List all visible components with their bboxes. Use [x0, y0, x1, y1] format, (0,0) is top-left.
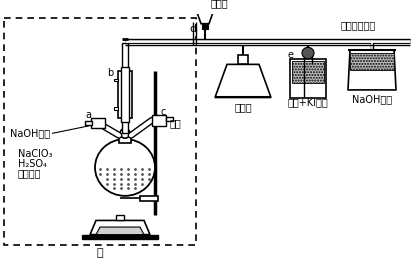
Polygon shape	[90, 220, 150, 235]
Polygon shape	[192, 0, 218, 24]
Text: b: b	[107, 68, 113, 78]
Circle shape	[302, 47, 314, 59]
Bar	[166, 117, 173, 121]
Bar	[121, 67, 129, 122]
Text: 甲醇: 甲醇	[170, 118, 182, 128]
Bar	[119, 135, 131, 143]
Circle shape	[120, 129, 130, 138]
Polygon shape	[152, 114, 166, 126]
Text: NaClO₃: NaClO₃	[18, 149, 52, 159]
Bar	[238, 55, 248, 64]
Bar	[122, 117, 128, 133]
Bar	[85, 121, 92, 125]
Bar	[290, 59, 326, 98]
Text: c: c	[160, 107, 166, 117]
Bar	[350, 53, 394, 70]
Text: NaOH溶液: NaOH溶液	[352, 94, 392, 104]
Bar	[114, 107, 118, 110]
Bar	[122, 43, 128, 69]
Bar	[118, 71, 132, 118]
Bar	[118, 218, 122, 235]
Text: 甲: 甲	[97, 247, 103, 257]
Polygon shape	[91, 118, 105, 128]
Circle shape	[95, 139, 155, 196]
Bar	[114, 79, 118, 81]
Bar	[140, 196, 158, 201]
Polygon shape	[96, 227, 144, 235]
Text: e: e	[288, 50, 294, 60]
Polygon shape	[348, 50, 396, 90]
Text: 和催化剑: 和催化剑	[18, 168, 41, 178]
Text: NaOH溶液: NaOH溶液	[10, 128, 50, 138]
Text: H₂SO₄: H₂SO₄	[18, 159, 47, 169]
Text: 稳定剑: 稳定剑	[234, 102, 252, 112]
Text: a: a	[85, 110, 91, 120]
Text: 尾气处理装置: 尾气处理装置	[340, 21, 376, 31]
Bar	[202, 24, 208, 29]
Text: 淨粉+KI溶液: 淨粉+KI溶液	[287, 97, 328, 107]
Text: d: d	[190, 24, 197, 34]
Bar	[292, 60, 324, 83]
Bar	[82, 235, 158, 239]
Polygon shape	[215, 64, 271, 98]
Text: 稀盐酸: 稀盐酸	[211, 0, 229, 8]
Bar	[116, 215, 124, 220]
